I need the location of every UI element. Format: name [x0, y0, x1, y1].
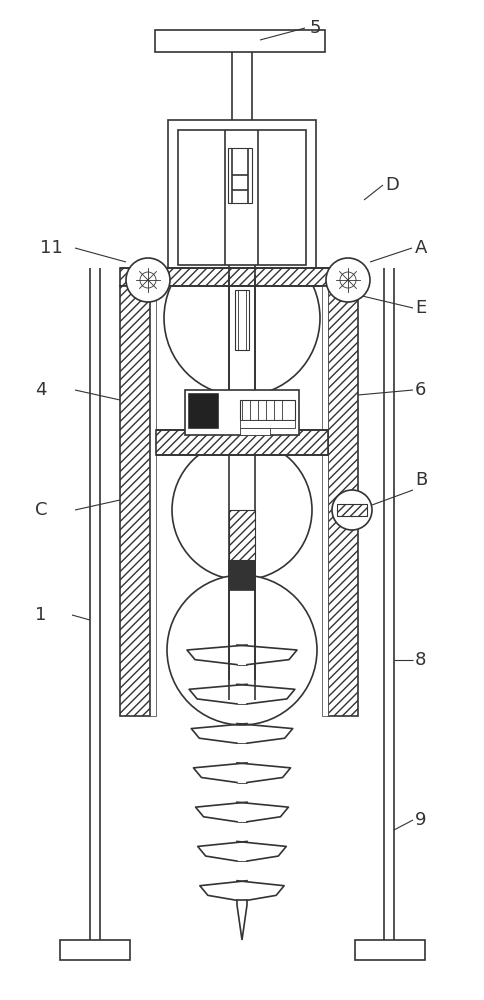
Bar	[229, 510, 255, 560]
Text: C: C	[35, 501, 47, 519]
Bar	[240, 400, 295, 420]
Text: A: A	[415, 239, 427, 257]
Text: 1: 1	[35, 606, 46, 624]
Bar	[120, 268, 364, 286]
Bar	[235, 290, 249, 350]
Bar	[120, 286, 150, 716]
Bar	[155, 30, 325, 52]
Text: 5: 5	[310, 19, 321, 37]
Text: 6: 6	[415, 381, 426, 399]
Polygon shape	[237, 900, 247, 940]
Circle shape	[167, 575, 317, 725]
Bar	[185, 390, 299, 435]
Bar	[337, 504, 367, 516]
Circle shape	[326, 258, 370, 302]
Bar	[60, 940, 130, 960]
Circle shape	[126, 258, 170, 302]
Bar	[240, 420, 295, 428]
Bar	[228, 148, 252, 203]
Circle shape	[164, 240, 320, 396]
Bar	[322, 286, 328, 716]
Bar	[188, 393, 218, 428]
Text: E: E	[415, 299, 426, 317]
Bar	[178, 130, 306, 265]
Text: 11: 11	[40, 239, 63, 257]
Text: B: B	[415, 471, 427, 489]
Bar	[168, 120, 316, 275]
Text: D: D	[385, 176, 399, 194]
Bar	[328, 286, 358, 716]
Bar	[156, 430, 328, 455]
Text: 4: 4	[35, 381, 46, 399]
Bar	[355, 940, 425, 960]
Circle shape	[172, 440, 312, 580]
Bar	[240, 428, 270, 435]
Circle shape	[332, 490, 372, 530]
Text: 8: 8	[415, 651, 426, 669]
Bar	[229, 560, 255, 590]
Text: 9: 9	[415, 811, 426, 829]
Bar	[150, 286, 156, 716]
